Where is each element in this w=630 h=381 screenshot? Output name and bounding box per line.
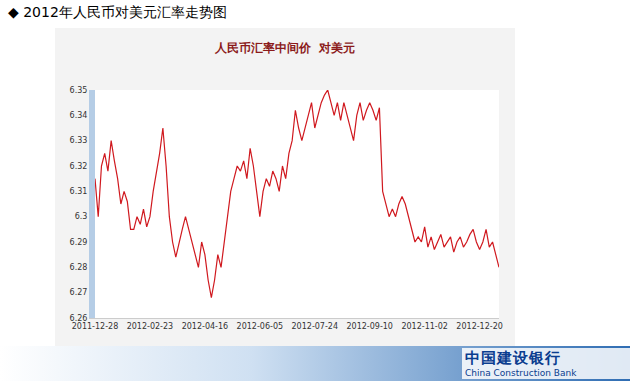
html-text:◆ 2012年人民币对美元汇率走势图: ◆ 2012年人民币对美元汇率走势图: [8, 4, 227, 20]
svg-text:2011-12-28: 2011-12-28: [72, 322, 119, 331]
svg-text:6.28: 6.28: [70, 263, 88, 272]
svg-text:2012-12-20: 2012-12-20: [456, 322, 503, 331]
svg-text:2012-02-23: 2012-02-23: [127, 322, 174, 331]
svg-text:2012-04-16: 2012-04-16: [182, 322, 229, 331]
svg-text:6.32: 6.32: [70, 162, 88, 171]
svg-text:2012-09-10: 2012-09-10: [346, 322, 393, 331]
svg-text:6.33: 6.33: [70, 136, 88, 145]
svg-text:6.35: 6.35: [70, 86, 88, 95]
svg-text:6.26: 6.26: [70, 314, 88, 323]
svg-text:6.3: 6.3: [75, 212, 88, 221]
svg-text:6.27: 6.27: [70, 288, 88, 297]
svg-text:2012-06-05: 2012-06-05: [237, 322, 284, 331]
svg-text:2012-11-02: 2012-11-02: [401, 322, 448, 331]
svg-text:2012-07-24: 2012-07-24: [292, 322, 339, 331]
svg-text:6.29: 6.29: [70, 238, 88, 247]
svg-text:人民币汇率中间价 对美元: 人民币汇率中间价 对美元: [214, 41, 355, 55]
svg-text:6.34: 6.34: [70, 111, 88, 120]
html-text:中国建设银行: 中国建设银行: [465, 349, 561, 367]
svg-text:6.31: 6.31: [70, 187, 88, 196]
html-text:China Construction Bank: China Construction Bank: [465, 368, 577, 378]
